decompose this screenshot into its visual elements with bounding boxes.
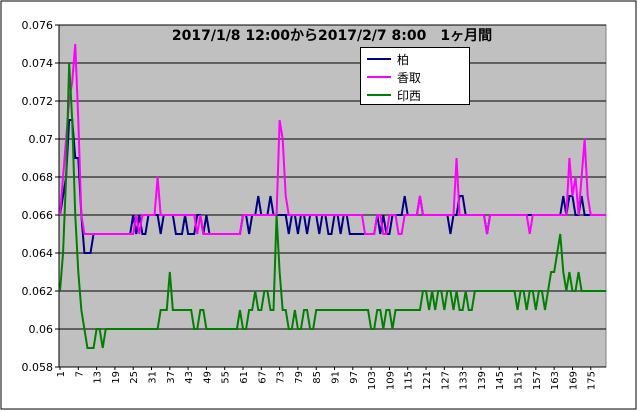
- y-tick-label: 0.062: [22, 285, 54, 298]
- x-tick-label: 25: [129, 371, 140, 384]
- legend-swatch: [367, 94, 391, 96]
- y-tick-label: 0.068: [22, 171, 54, 184]
- x-tick-label: 31: [148, 371, 159, 384]
- legend: 柏香取 印西: [360, 47, 470, 105]
- y-tick-label: 0.076: [22, 19, 54, 32]
- y-tick-label: 0.066: [22, 209, 54, 222]
- x-tick-label: 175: [587, 371, 598, 390]
- x-tick-label: 139: [477, 371, 488, 390]
- x-tick-label: 103: [367, 371, 378, 390]
- legend-entry: 柏: [367, 50, 409, 68]
- y-tick-label: 0.064: [22, 247, 54, 260]
- x-tick-label: 121: [422, 371, 433, 390]
- y-tick-label: 0.07: [29, 133, 54, 146]
- x-tick-label: 67: [257, 371, 268, 384]
- legend-label: 柏: [397, 52, 410, 67]
- legend-swatch: [367, 76, 391, 78]
- x-tick-label: 79: [294, 371, 305, 384]
- x-tick-label: 13: [93, 371, 104, 384]
- y-tick-label: 0.06: [29, 323, 54, 336]
- series-line: [59, 62, 606, 349]
- x-tick-label: 1: [56, 371, 67, 377]
- x-tick-label: 115: [404, 371, 415, 390]
- y-tick-label: 0.074: [22, 57, 54, 70]
- legend-swatch: [367, 58, 391, 60]
- y-tick-label: 0.058: [22, 361, 54, 374]
- x-tick-label: 55: [221, 371, 232, 384]
- x-tick-label: 19: [111, 371, 122, 384]
- x-tick-label: 157: [532, 371, 543, 390]
- x-tick-label: 97: [349, 371, 360, 384]
- legend-label: 香取: [397, 70, 422, 85]
- x-tick-label: 73: [276, 371, 287, 384]
- x-tick-label: 49: [202, 371, 213, 384]
- y-tick-label: 0.072: [22, 95, 54, 108]
- x-tick-label: 163: [550, 371, 561, 390]
- x-tick-label: 151: [514, 371, 525, 390]
- chart-title: 2017/1/8 12:00から2017/2/7 8:00 1ヶ月間: [172, 28, 492, 44]
- legend-entry: 印西: [367, 86, 421, 104]
- legend-label: 印西: [397, 88, 422, 103]
- x-tick-label: 37: [166, 371, 177, 384]
- x-tick-label: 145: [495, 371, 506, 390]
- legend-entry: 香取: [367, 68, 421, 86]
- plot-area: [58, 24, 607, 368]
- series-line: [59, 43, 606, 235]
- x-tick-label: 133: [459, 371, 470, 390]
- x-tick-label: 109: [385, 371, 396, 390]
- x-tick-label: 91: [331, 371, 342, 384]
- x-tick-label: 127: [440, 371, 451, 390]
- x-tick-label: 43: [184, 371, 195, 384]
- x-tick-label: 61: [239, 371, 250, 384]
- x-tick-label: 7: [74, 371, 85, 377]
- x-tick-label: 85: [312, 371, 323, 384]
- x-tick-label: 169: [568, 371, 579, 390]
